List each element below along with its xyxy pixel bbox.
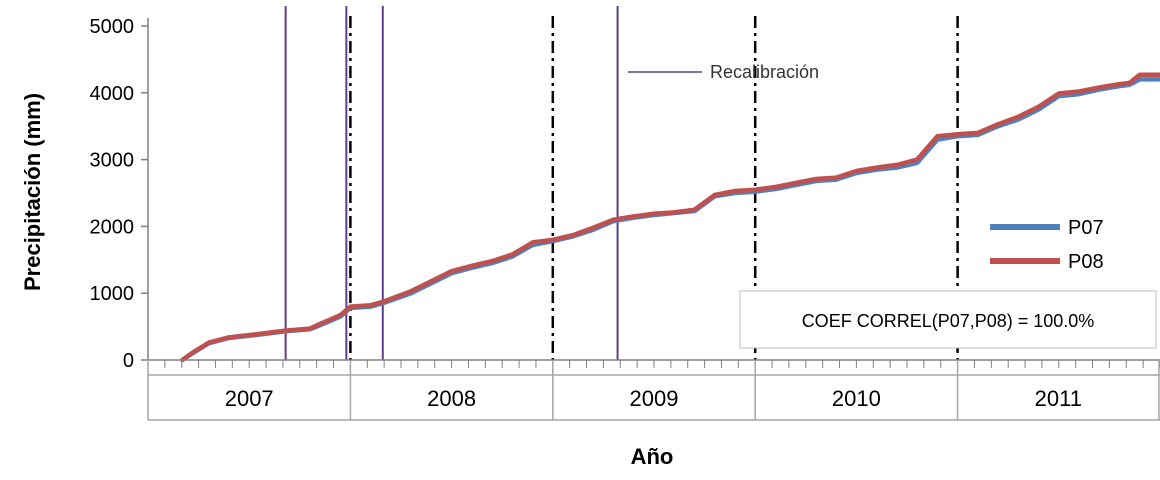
x-category-table: 2007 2008 2009 2010 2011 (148, 360, 1160, 420)
x-category-label: 2011 (1035, 386, 1082, 411)
y-tick-label: 2000 (90, 216, 135, 238)
legend-label-p08: P08 (1068, 251, 1104, 273)
x-category-label: 2007 (225, 386, 274, 411)
annotation-text: COEF CORREL(P07,P08) = 100.0% (802, 311, 1095, 331)
y-axis-title: Precipitación (mm) (20, 93, 45, 291)
y-tick-label: 1000 (90, 283, 135, 305)
x-category-label: 2008 (427, 386, 476, 411)
correlation-annotation: COEF CORREL(P07,P08) = 100.0% (740, 291, 1156, 348)
legend-label-p07: P07 (1068, 217, 1104, 239)
x-category-label: 2010 (832, 386, 881, 411)
x-category-label: 2009 (630, 386, 679, 411)
y-tick-label: 4000 (90, 83, 135, 105)
y-tick-label: 3000 (90, 150, 135, 172)
legend: P07 P08 (990, 217, 1104, 273)
y-tick-label: 0 (123, 350, 134, 372)
y-tick-label: 5000 (90, 16, 135, 38)
recalibration-legend-label: Recalibración (710, 62, 819, 82)
x-axis-title: Año (631, 444, 674, 469)
